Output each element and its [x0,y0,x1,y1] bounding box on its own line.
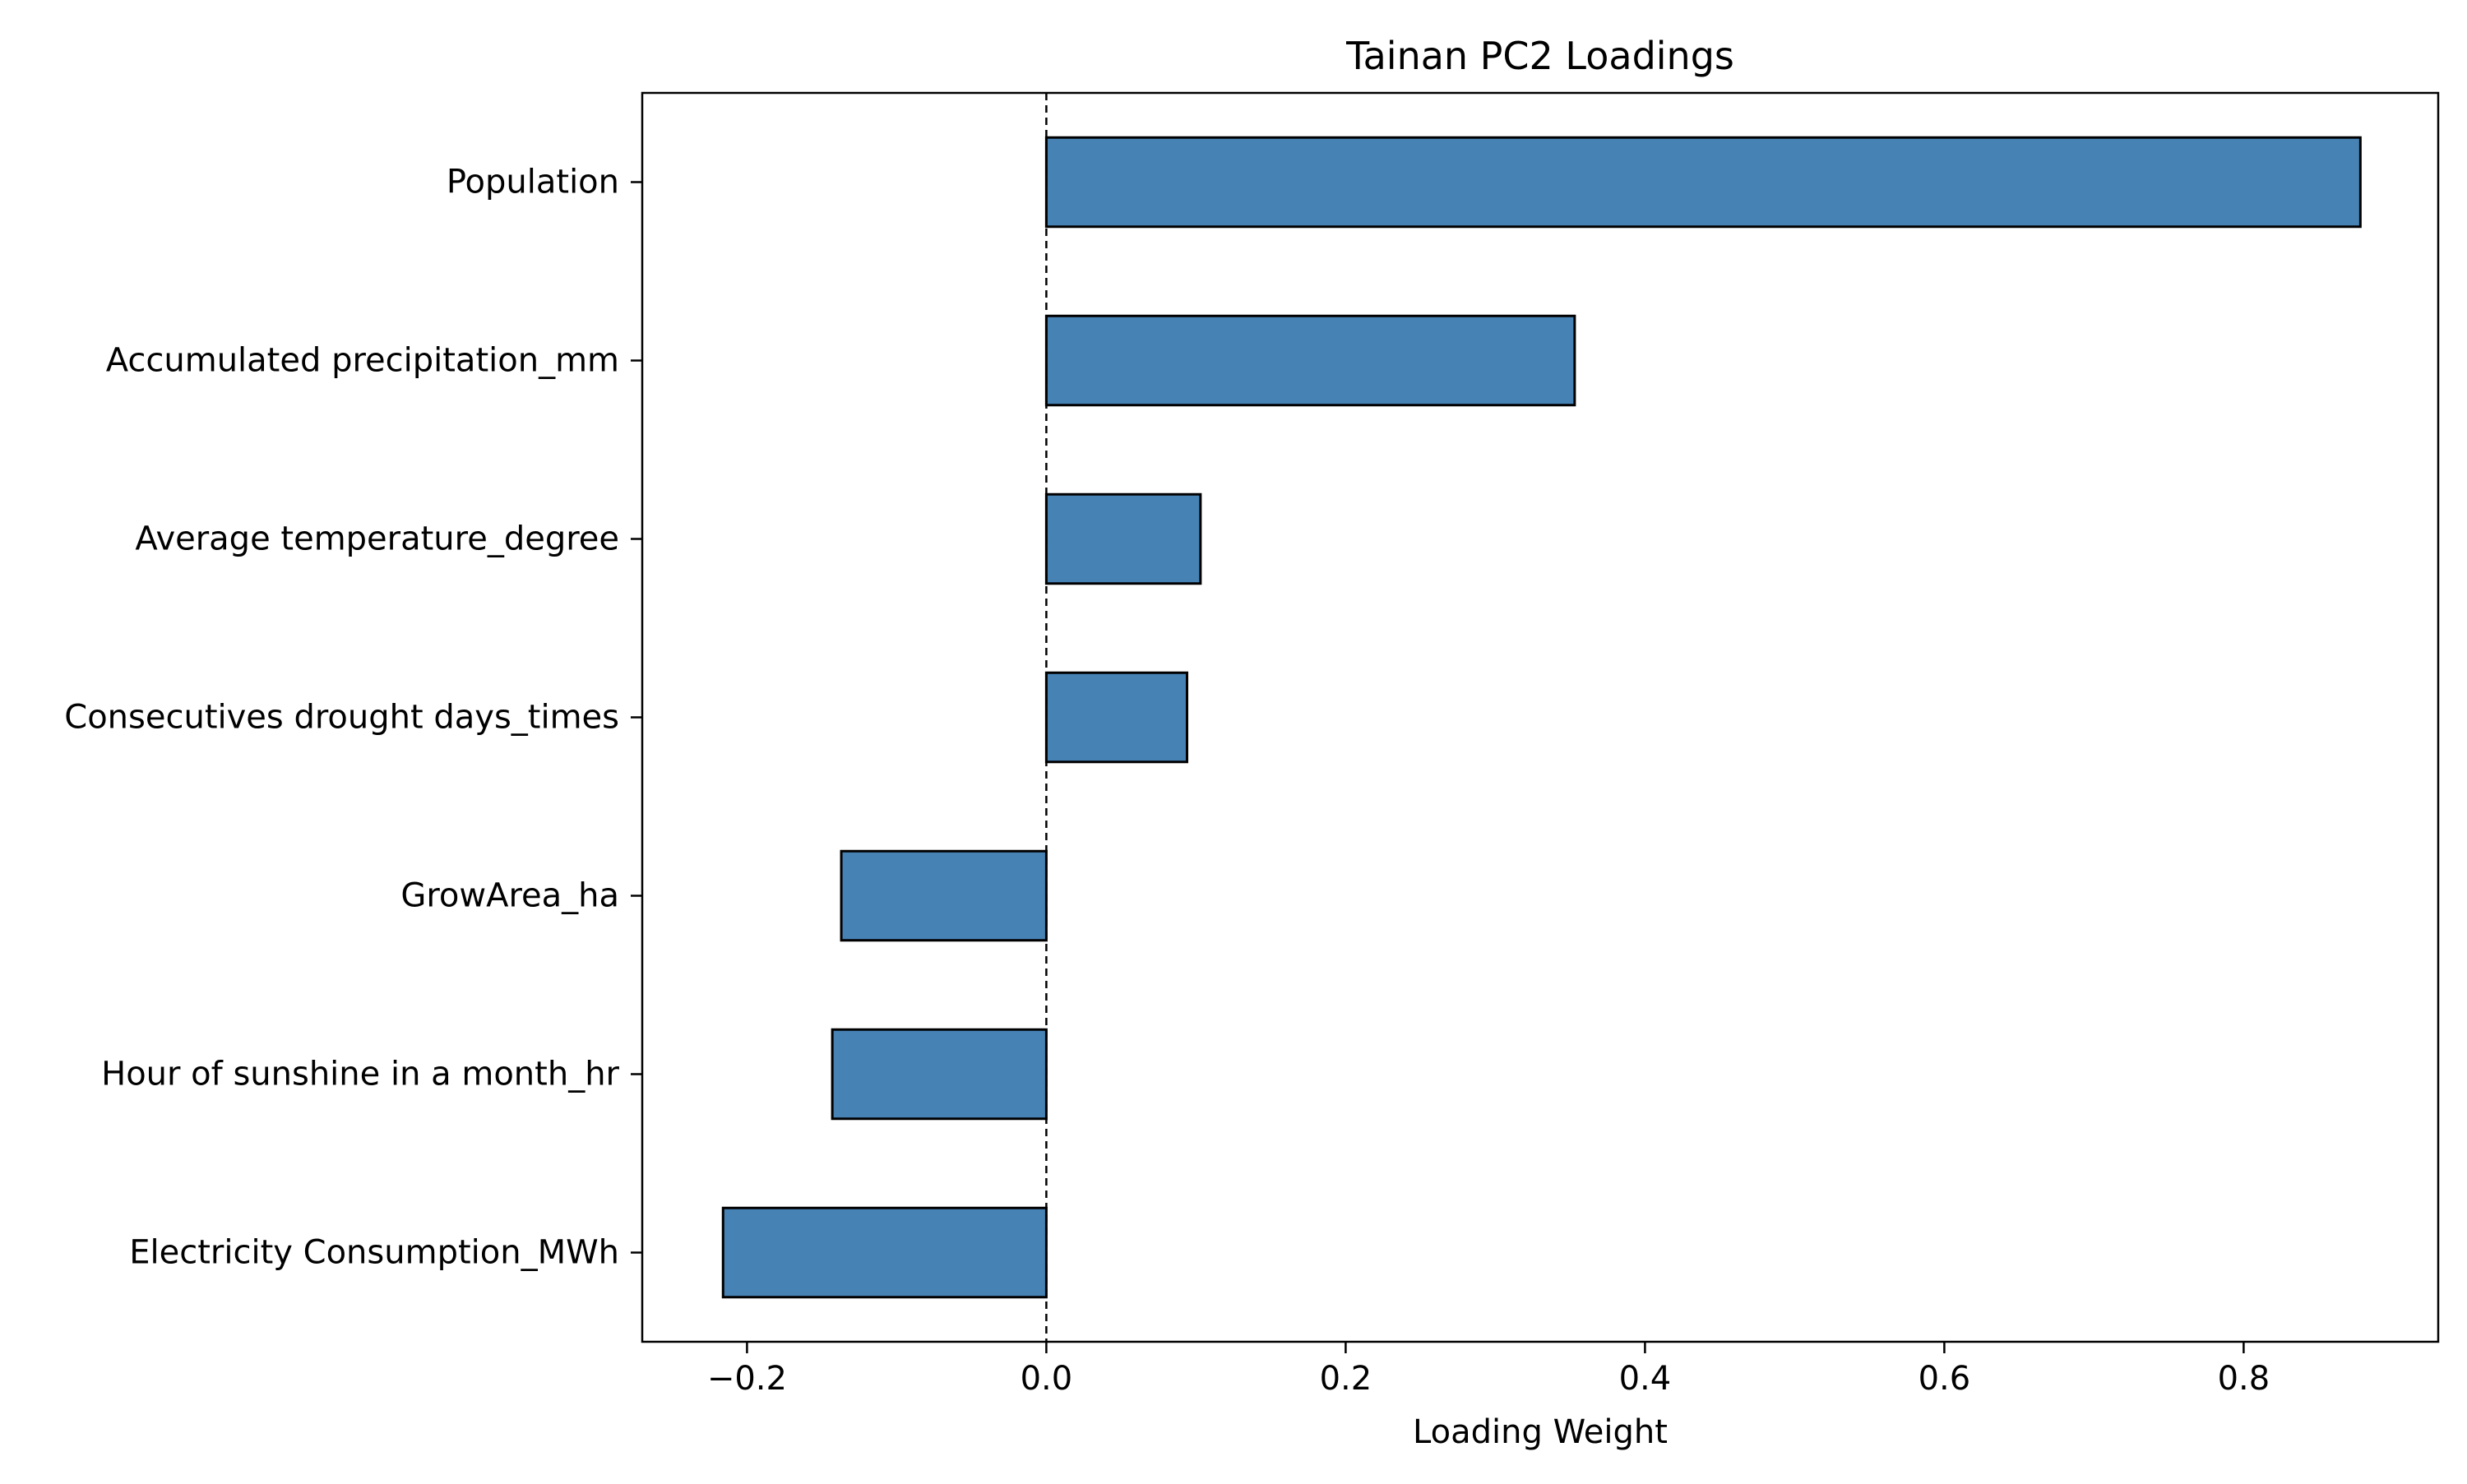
chart-title: Tainan PC2 Loadings [1345,34,1734,78]
bar-population [1044,136,2362,229]
x-axis-label: Loading Weight [1413,1413,1668,1451]
bar-growarea-ha [840,849,1048,942]
bar-accumulated-precipitation-mm [1044,314,1576,407]
y-tick-label: Electricity Consumption_MWh [129,1234,619,1272]
bars-group [721,136,2362,1299]
y-tick-label: Population [447,164,619,201]
x-tick-label: 0.6 [1919,1360,1971,1398]
plot-frame [641,91,2440,1343]
bar-average-temperature-degree [1044,492,1202,585]
y-tick-label: Average temperature_degree [135,520,619,558]
x-tick-label: 0.0 [1021,1360,1073,1398]
x-tick-label: 0.8 [2218,1360,2270,1398]
bar-electricity-consumption-mwh [721,1206,1048,1299]
y-tick-label: Hour of sunshine in a month_hr [101,1056,619,1093]
x-tick-label: 0.2 [1320,1360,1372,1398]
y-tick-label: GrowArea_ha [400,877,619,915]
y-tick-label: Accumulated precipitation_mm [106,342,619,380]
bar-hour-of-sunshine-in-a-month-hr [831,1028,1048,1121]
bar-consecutives-drought-days-times [1044,671,1188,764]
y-tick-label: Consecutives drought days_times [64,699,619,737]
x-tick-label: −0.2 [707,1360,787,1398]
x-tick-label: 0.4 [1619,1360,1672,1398]
